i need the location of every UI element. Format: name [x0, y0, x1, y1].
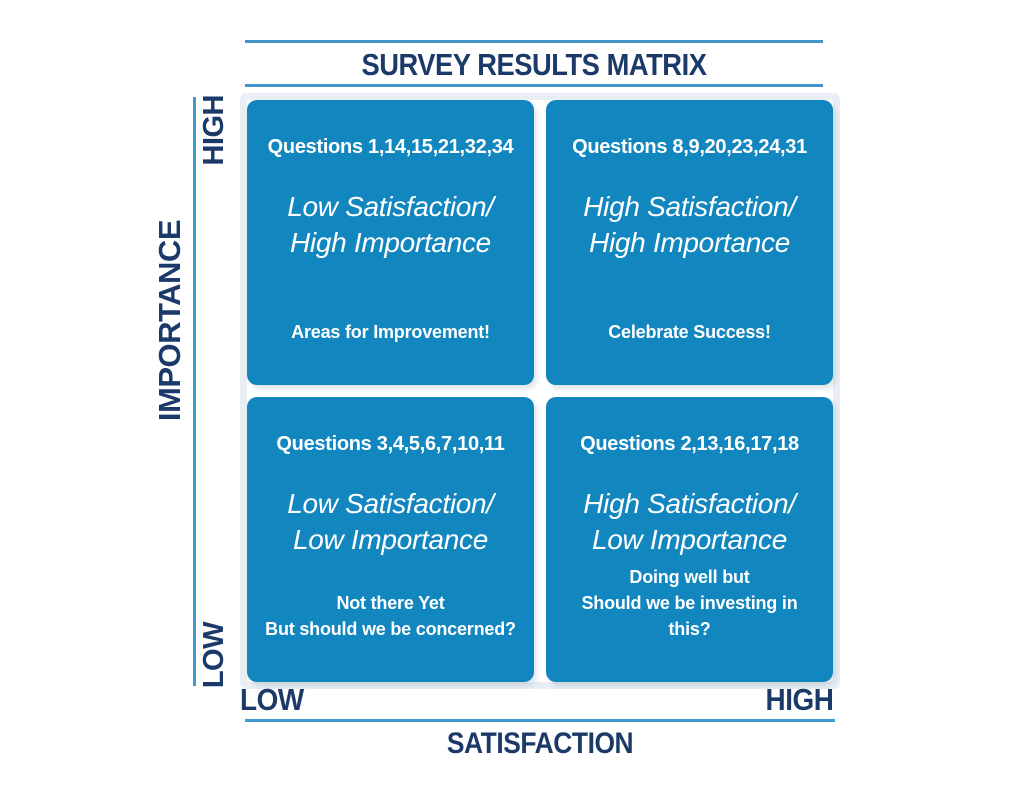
quadrant-note: Celebrate Success! — [608, 319, 771, 345]
quadrant-label: High Satisfaction/ High Importance — [583, 189, 796, 262]
quadrant-label-line2: Low Importance — [591, 524, 787, 556]
quadrant-note-line1: Celebrate Success! — [608, 321, 771, 342]
quadrant-questions-list: Questions 8,9,20,23,24,31 — [572, 136, 807, 158]
quadrant-label-line1: Low Satisfaction/ — [287, 488, 494, 519]
importance-axis-line — [193, 97, 196, 686]
quadrant-label-line1: High Satisfaction/ — [583, 191, 796, 222]
quadrant-note-line1: Doing well but — [629, 566, 750, 587]
quadrant-low-satisfaction-low-importance: Questions 3,4,5,6,7,10,11 Low Satisfacti… — [247, 397, 534, 682]
quadrant-note-line2: But should we be concerned? — [265, 618, 516, 639]
quadrant-low-satisfaction-high-importance: Questions 1,14,15,21,32,34 Low Satisfact… — [247, 100, 534, 385]
quadrant-high-satisfaction-low-importance: Questions 2,13,16,17,18 High Satisfactio… — [546, 397, 833, 682]
quadrant-label: Low Satisfaction/ High Importance — [287, 189, 494, 262]
page-title: SURVEY RESULTS MATRIX — [361, 47, 707, 82]
quadrant-label-line2: High Importance — [290, 227, 491, 259]
x-axis-label-satisfaction: SATISFACTION — [446, 727, 634, 760]
x-axis-high-label: HIGH — [765, 682, 833, 717]
quadrant-note: Doing well but Should we be investing in… — [562, 564, 817, 642]
quadrant-label-line2: Low Importance — [292, 524, 488, 556]
quadrant-note-line1: Not there Yet — [336, 592, 445, 613]
quadrant-grid: Questions 1,14,15,21,32,34 Low Satisfact… — [247, 100, 833, 682]
satisfaction-axis-line — [245, 719, 835, 722]
quadrant-high-satisfaction-high-importance: Questions 8,9,20,23,24,31 High Satisfact… — [546, 100, 833, 385]
quadrant-questions-list: Questions 2,13,16,17,18 — [580, 433, 799, 455]
y-axis-low-label: LOW — [198, 621, 230, 688]
quadrant-label-line1: High Satisfaction/ — [583, 488, 796, 519]
title-rule-bottom — [245, 84, 823, 87]
quadrant-label: Low Satisfaction/ Low Importance — [287, 486, 494, 559]
quadrant-label-line1: Low Satisfaction/ — [287, 191, 494, 222]
quadrant-label-line2: High Importance — [589, 227, 790, 259]
quadrant-questions-list: Questions 1,14,15,21,32,34 — [267, 136, 514, 158]
x-axis-low-label: LOW — [240, 682, 304, 717]
y-axis-high-label: HIGH — [198, 95, 230, 166]
quadrant-label: High Satisfaction/ Low Importance — [583, 486, 796, 559]
quadrant-questions-list: Questions 3,4,5,6,7,10,11 — [276, 433, 505, 455]
quadrant-note: Areas for Improvement! — [291, 319, 490, 345]
y-axis-label-importance: IMPORTANCE — [152, 220, 187, 422]
title-rule-top — [245, 40, 823, 43]
quadrant-note-line2: Should we be investing in this? — [581, 592, 798, 639]
quadrant-note: Not there Yet But should we be concerned… — [265, 590, 516, 642]
quadrant-note-line1: Areas for Improvement! — [291, 321, 490, 342]
